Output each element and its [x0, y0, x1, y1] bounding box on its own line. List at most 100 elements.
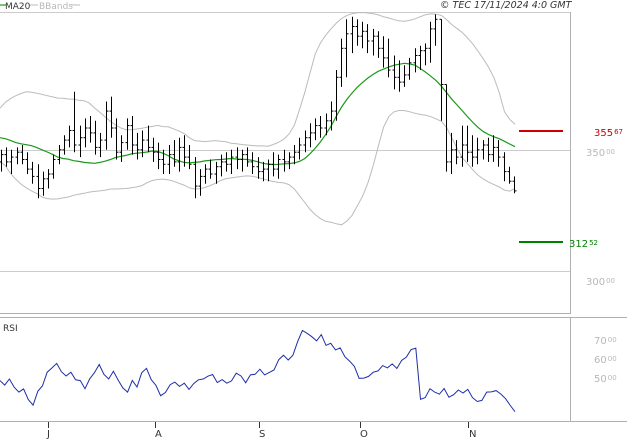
price-bar [407, 57, 412, 80]
price-bar [329, 101, 334, 131]
price-bar [276, 154, 281, 179]
legend-ma20-label: MA20 [5, 2, 31, 12]
price-bar [146, 125, 151, 153]
legend: MA20 BBands [0, 2, 80, 12]
price-bar [460, 125, 465, 167]
target-levels: 35567 31252 [519, 128, 623, 250]
price-bar [15, 147, 20, 165]
legend-bbands-label: BBands [39, 2, 73, 12]
price-bar [502, 152, 507, 182]
price-bar [9, 149, 14, 174]
price-bar [214, 161, 219, 184]
price-bar [402, 65, 407, 87]
price-bar [161, 149, 166, 174]
price-bar [491, 135, 496, 162]
price-bar [130, 116, 135, 155]
price-bar [475, 137, 480, 165]
price-bar [25, 152, 30, 174]
price-bar [392, 55, 397, 90]
price-bar [470, 135, 475, 167]
copyright-timestamp: © TEC 17/11/2024 4:0 GMT [440, 0, 573, 11]
time-axis [48, 422, 469, 428]
price-bar [57, 145, 62, 165]
price-bar [104, 101, 109, 150]
price-bar [507, 166, 512, 184]
price-bar [30, 161, 35, 184]
price-bar [0, 149, 4, 172]
price-bar [88, 116, 93, 143]
price-bar [177, 137, 182, 172]
price-bar [481, 140, 486, 160]
price-bar [381, 36, 386, 68]
month-label-sep: S [259, 429, 265, 440]
price-bar [51, 154, 56, 179]
rsi-axis-label-50: 5000 [594, 374, 617, 385]
rsi-line [0, 329, 516, 413]
price-bar [292, 145, 297, 165]
price-bar [20, 145, 25, 165]
price-bar [355, 19, 360, 46]
price-bar [418, 45, 423, 70]
price-bar [235, 147, 240, 170]
price-bars [0, 14, 517, 199]
price-bar [350, 16, 355, 54]
price-bar [271, 152, 276, 177]
price-bar [119, 135, 124, 162]
price-bar [365, 24, 370, 54]
bbands-upper-line [0, 11, 516, 147]
price-bar [465, 125, 470, 162]
price-bar [36, 164, 41, 199]
price-bar [386, 38, 391, 78]
price-bar [428, 21, 433, 63]
rsi-axis-label-70: 7000 [594, 336, 617, 347]
price-bar [512, 176, 517, 194]
price-bar [318, 116, 323, 138]
price-bar [334, 70, 339, 121]
price-bar [397, 60, 402, 92]
price-bar [266, 159, 271, 182]
price-bar [454, 140, 459, 165]
price-bar [313, 118, 318, 141]
price-bar [72, 91, 77, 153]
month-label-nov: N [469, 429, 476, 440]
price-bar [439, 18, 444, 121]
price-bar [282, 149, 287, 172]
price-bar [256, 157, 261, 179]
price-bar [125, 118, 130, 150]
price-bar [308, 123, 313, 148]
price-bar [187, 145, 192, 170]
price-bar [208, 159, 213, 179]
price-bar [46, 169, 51, 189]
price-bar [423, 43, 428, 66]
price-bar [245, 147, 250, 167]
price-bar [98, 132, 103, 158]
price-bar [4, 147, 9, 167]
price-bar [433, 14, 438, 46]
price-bar [114, 118, 119, 160]
rsi-axis-label-60: 6000 [594, 355, 617, 366]
price-bar [83, 118, 88, 148]
price-bar [449, 132, 454, 174]
price-bar [303, 130, 308, 153]
price-bar [486, 137, 491, 162]
ma20-line [0, 62, 516, 166]
price-bar [250, 152, 255, 174]
price-bar [67, 125, 72, 148]
price-bar [360, 21, 365, 49]
price-bar [376, 31, 381, 58]
price-bar [109, 96, 114, 138]
month-label-aug: A [155, 429, 162, 440]
price-bar [62, 135, 67, 155]
price-bar [41, 171, 46, 196]
price-bar [297, 137, 302, 160]
price-bar [371, 28, 376, 56]
price-bar [167, 145, 172, 174]
panel-frames [0, 12, 627, 422]
price-bar [324, 113, 329, 136]
month-label-jul: J [46, 429, 50, 440]
price-bar [135, 132, 140, 160]
price-bar [172, 140, 177, 167]
month-label-oct: O [360, 429, 368, 440]
price-bar [240, 149, 245, 172]
